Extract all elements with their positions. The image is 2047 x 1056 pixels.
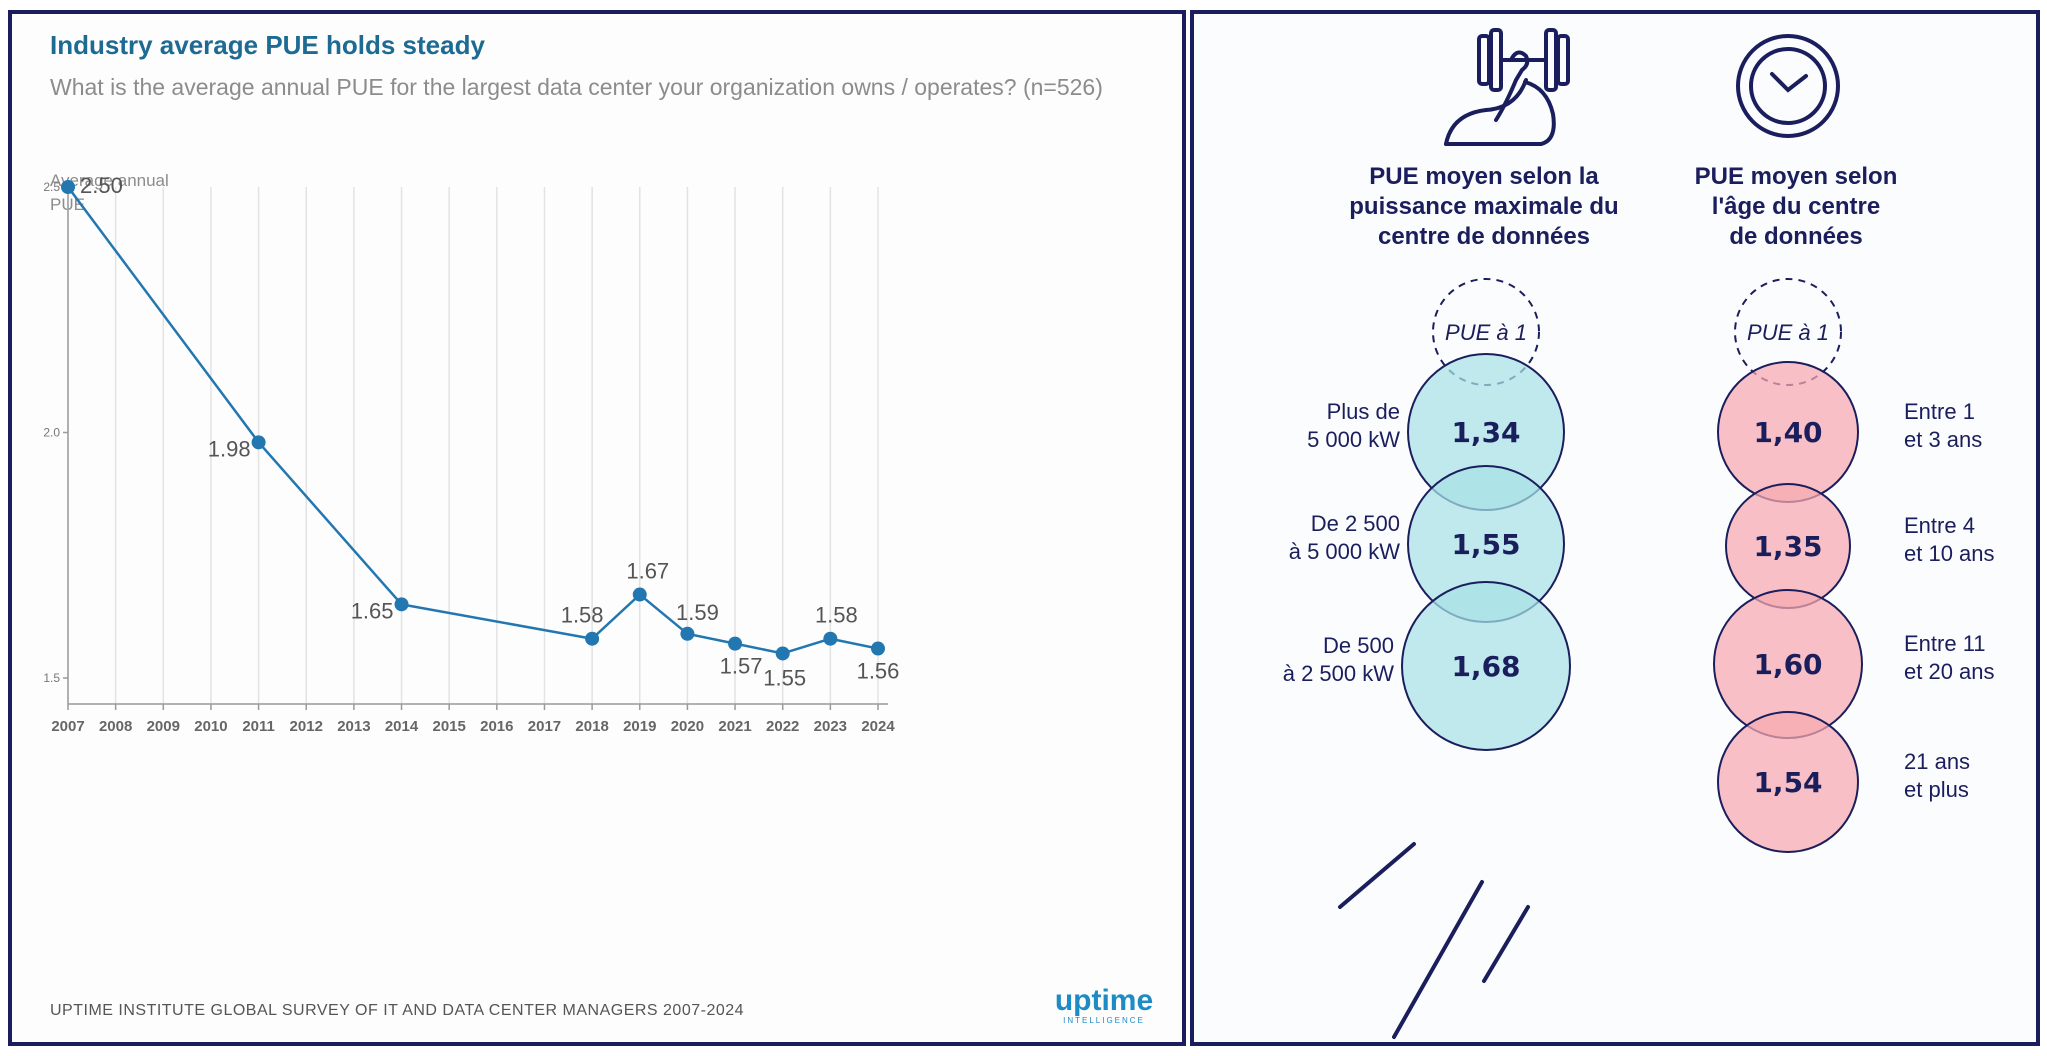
bubble-label: 21 ans et plus [1904,748,2024,804]
bubble-label: De 2 500 à 5 000 kW [1234,510,1400,566]
x-tick-label: 2022 [766,718,799,735]
bubble-value: 1,35 [1753,530,1822,563]
heading-line: PUE moyen selon la [1369,163,1599,190]
x-tick-label: 2017 [528,718,561,735]
bubble-infographic: PUE à 1 1,34 1,55 1,68 PUE à 1 1,40 1,35 1,60 1,… [1338,28,1863,1039]
label-line: 21 ans [1904,749,1971,774]
x-tick-label: 2008 [99,718,132,735]
bubble-1-3 [1717,711,1859,853]
bubble-label: Plus de 5 000 kW [1234,398,1400,454]
data-point-2021 [728,636,743,651]
data-point-2020 [680,626,695,641]
label-line: et 3 ans [1904,427,1983,452]
bubble-0-2 [1401,581,1571,751]
chart-subtitle: What is the average annual PUE for the l… [50,74,1103,100]
label-line: et 20 ans [1904,659,1995,684]
label-line: et 10 ans [1904,541,1995,566]
bubble-label: De 500 à 2 500 kW [1234,632,1394,688]
heading-line: PUE moyen selon [1694,163,1898,190]
label-line: à 5 000 kW [1288,539,1400,564]
data-point-2014 [394,597,409,612]
heading-line: centre de données [1377,223,1591,250]
heading-line: puissance maximale du [1349,193,1619,220]
label-line: De 2 500 [1310,511,1400,536]
uptime-logo: uptime INTELLIGENCE [1034,984,1174,1026]
y-tick-label: 2.0 [43,426,60,440]
dumbbell-arm-icon [1444,28,1570,146]
data-point-2011 [251,435,266,450]
column-heading-0: PUE moyen selon la puissance maximale du c… [1334,162,1634,252]
label-line: à 2 500 kW [1282,661,1394,686]
label-line: et plus [1904,777,1969,802]
x-tick-label: 2007 [51,718,84,735]
x-tick-label: 2012 [290,718,323,735]
bubble-label: Entre 4 et 10 ans [1904,512,2024,568]
data-point-2019 [632,587,647,602]
data-label-2007: 2.50 [80,173,123,198]
data-label-2023: 1.58 [815,603,858,628]
pue-trend-chart-panel: Industry average PUE holds steady What i… [8,10,1186,1046]
x-tick-label: 2023 [814,718,847,735]
x-tick-label: 2009 [147,718,180,735]
label-line: Plus de [1326,399,1400,424]
label-line: De 500 [1323,633,1394,658]
data-point-2007 [61,180,75,194]
reference-label: PUE à 1 [1747,320,1829,345]
x-tick-label: 2011 [242,718,275,735]
bubble-label: Entre 11 et 20 ans [1904,630,2024,686]
data-label-2022: 1.55 [763,665,806,690]
heading-line: de données [1729,223,1863,250]
bubble-value: 1,68 [1451,650,1520,683]
bubble-label: Entre 1 et 3 ans [1904,398,2024,454]
x-tick-label: 2019 [623,718,656,735]
data-label-2020: 1.59 [676,600,719,625]
data-label-2014: 1.65 [351,598,394,623]
line-chart: 2.5 2.0 1.5 2007 2008 2009 2010 2011 2012 2013 201… [43,173,900,735]
x-tick-label: 2015 [432,718,465,735]
data-point-2024 [871,641,885,656]
x-tick-label: 2013 [337,718,370,735]
bubble-value: 1,40 [1753,416,1822,449]
brand-name: uptime [1054,984,1154,1017]
x-tick-label: 2021 [718,718,751,735]
bubble-value: 1,60 [1753,648,1822,681]
decorative-strokes [1338,842,1530,1039]
label-line: 5 000 kW [1307,427,1400,452]
y-tick-label: 1.5 [43,671,60,685]
bubble-value: 1,55 [1451,528,1520,561]
data-label-2024: 1.56 [857,659,900,684]
bubble-value: 1,54 [1753,766,1822,799]
data-label-2011: 1.98 [208,436,251,461]
y-tick-label: 2.5 [43,180,60,194]
brand-subtitle: INTELLIGENCE [1063,1016,1145,1025]
x-tick-label: 2010 [194,718,227,735]
pue-bubble-infographic-panel: PUE à 1 1,34 1,55 1,68 PUE à 1 1,40 1,35 1,60 1,… [1190,10,2040,1046]
label-line: Entre 11 [1904,631,1986,656]
x-tick-label: 2016 [480,718,513,735]
data-point-2018 [585,631,600,646]
heading-line: l'âge du centre [1711,193,1881,220]
x-tick-label: 2024 [861,718,895,735]
clock-icon [1736,34,1840,138]
data-point-2022 [775,646,790,661]
series-line [66,186,879,655]
label-line: Entre 4 [1904,513,1975,538]
x-tick-label: 2018 [575,718,608,735]
column-heading-1: PUE moyen selon l'âge du centre de données [1646,162,1946,252]
reference-label: PUE à 1 [1445,320,1527,345]
x-tick-label: 2014 [385,718,419,735]
x-tick-label: 2020 [671,718,704,735]
data-point-2023 [823,631,838,646]
chart-source: UPTIME INSTITUTE GLOBAL SURVEY OF IT AND… [50,1002,745,1019]
data-label-2021: 1.57 [720,654,763,679]
label-line: Entre 1 [1904,399,1975,424]
data-label-2018: 1.58 [561,603,604,628]
data-label-2019: 1.67 [626,559,669,584]
chart-title: Industry average PUE holds steady [50,30,485,60]
bubble-value: 1,34 [1451,416,1520,449]
